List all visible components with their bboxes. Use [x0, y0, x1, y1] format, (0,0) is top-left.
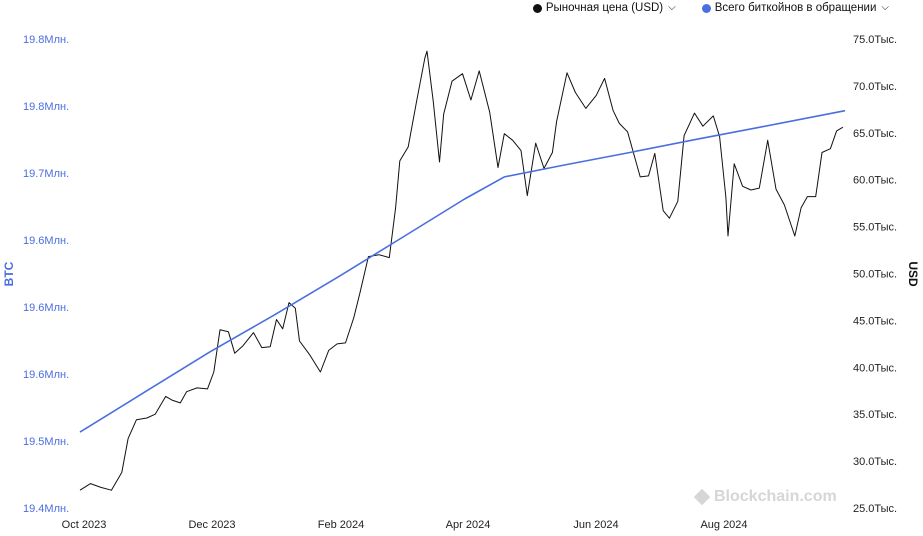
right-tick-label: 45.0Тыс. [853, 315, 897, 327]
left-tick-label: 19.8Млн. [23, 34, 69, 46]
right-tick-label: 55.0Тыс. [853, 222, 897, 234]
x-axis: Oct 2023 Dec 2023 Feb 2024 Apr 2024 Jun 2024… [62, 519, 748, 531]
left-tick-label: 19.6Млн. [23, 369, 69, 381]
x-tick-label: Oct 2023 [62, 519, 107, 531]
x-tick-label: Dec 2023 [188, 519, 235, 531]
legend-price-label: Рыночная цена (USD) [545, 2, 664, 14]
blockchain-logo-icon [693, 488, 711, 506]
right-tick-label: 40.0Тыс. [853, 362, 897, 374]
x-tick-label: Aug 2024 [700, 519, 747, 531]
series-line-supply [79, 109, 846, 433]
right-tick-label: 65.0Тыс. [853, 128, 897, 140]
chevron-down-icon[interactable]: ⌵ [881, 1, 889, 13]
left-y-axis: 19.8Млн. 19.8Млн. 19.7Млн. 19.6Млн. 19.6Млн.… [23, 34, 69, 515]
series-group [79, 50, 846, 491]
right-axis-title: USD [906, 261, 920, 287]
series-line-price [79, 50, 844, 491]
right-tick-label: 30.0Тыс. [853, 456, 897, 468]
right-tick-label: 60.0Тыс. [853, 175, 897, 187]
left-tick-label: 19.8Млн. [23, 101, 69, 113]
price-series-dot [532, 3, 542, 13]
x-tick-label: Feb 2024 [318, 519, 364, 531]
supply-series-dot [701, 3, 711, 13]
left-tick-label: 19.6Млн. [23, 302, 69, 314]
left-tick-label: 19.5Млн. [23, 436, 69, 448]
left-tick-label: 19.7Млн. [23, 168, 69, 180]
right-tick-label: 75.0Тыс. [853, 34, 897, 46]
legend-item-price[interactable]: Рыночная цена (USD) ⌵ [532, 1, 676, 14]
right-tick-label: 50.0Тыс. [853, 269, 897, 281]
left-tick-label: 19.6Млн. [23, 235, 69, 247]
right-y-axis: 75.0Тыс. 70.0Тыс. 65.0Тыс. 60.0Тыс. 55.0Тыс.… [853, 34, 897, 515]
watermark: Blockchain.com [693, 488, 837, 506]
left-axis-title: BTC [2, 261, 16, 286]
watermark-text: Blockchain.com [714, 488, 837, 505]
right-tick-label: 35.0Тыс. [853, 409, 897, 421]
legend: Рыночная цена (USD) ⌵ Всего биткойнов в … [532, 1, 889, 14]
legend-supply-label: Всего биткойнов в обращении [714, 2, 877, 14]
legend-item-supply[interactable]: Всего биткойнов в обращении ⌵ [701, 1, 889, 14]
right-tick-label: 25.0Тыс. [853, 503, 897, 515]
x-tick-label: Apr 2024 [446, 519, 491, 531]
x-tick-label: Jun 2024 [573, 519, 618, 531]
left-tick-label: 19.4Млн. [23, 503, 69, 515]
chevron-down-icon[interactable]: ⌵ [668, 1, 676, 13]
right-tick-label: 70.0Тыс. [853, 81, 897, 93]
